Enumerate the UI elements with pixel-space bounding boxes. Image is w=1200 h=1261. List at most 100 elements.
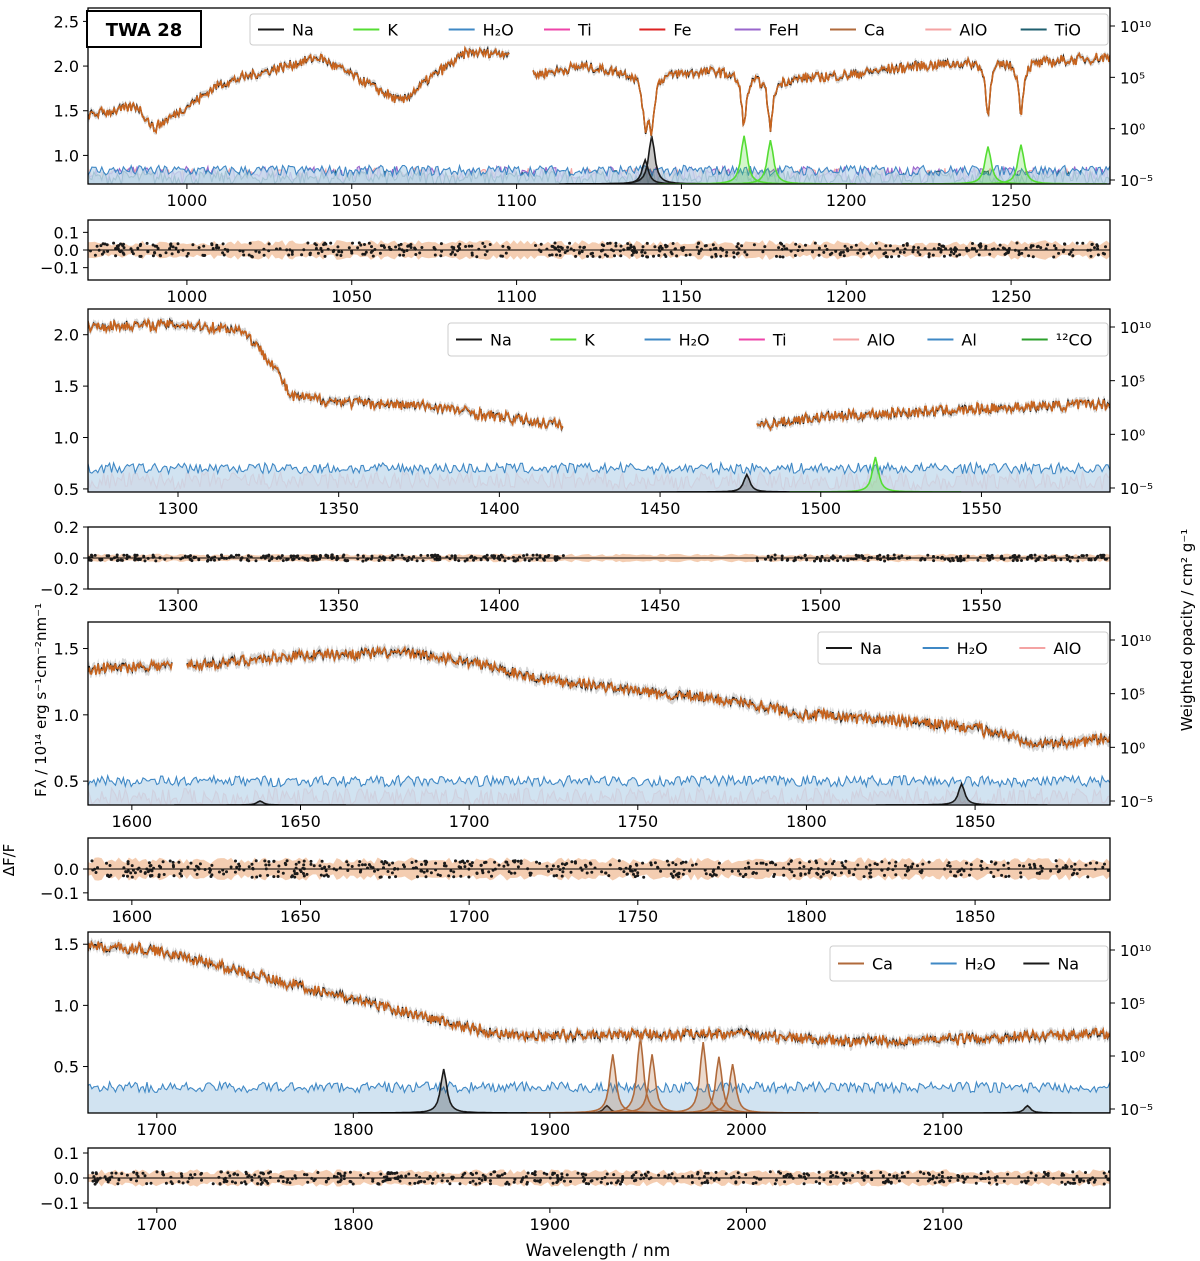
residual-point [1078,868,1082,871]
residual-point [154,559,158,563]
residual-point [797,555,800,559]
residual-panel-1: 1000 1050 1100 1150 1200 1250−0.10.00.1 [40,219,1111,306]
residual-point [789,1174,793,1178]
residual-point [237,867,241,871]
residual-point [386,1178,390,1182]
legend-label-AlO: AlO [867,331,895,350]
residual-point [802,1182,806,1186]
residual-point [135,1179,138,1183]
residual-point [975,249,979,253]
residual-point [832,859,836,863]
residual-point [519,859,523,863]
residual-point [691,863,694,867]
residual-point [450,554,454,558]
residual-point [145,241,149,245]
residual-point [276,870,280,874]
residual-point [222,556,226,560]
residual-point [1044,1172,1048,1176]
residual-point [359,1173,363,1177]
residual-point [796,249,800,252]
residual-point [836,1175,840,1179]
residual-point [289,554,293,558]
residual-point [361,863,364,867]
residual-point [281,559,285,563]
residual-point [950,556,954,560]
residual-point [504,251,508,255]
residual-point [1103,862,1106,866]
residual-point [1073,862,1077,866]
residual-point [197,867,201,871]
residual-point [729,1176,733,1180]
residual-point [918,253,922,257]
residual-point [673,247,677,251]
residual-point [193,1173,197,1176]
residual-point [91,1179,95,1183]
opacity-peak-Na [521,1104,693,1113]
residual-point [883,1181,887,1185]
residual-point [756,559,759,563]
residual-point [931,253,935,257]
residual-point [135,1172,139,1176]
residual-point [122,252,126,256]
residual-point [538,861,542,865]
residual-point [757,1177,761,1181]
residual-point [323,254,327,258]
residual-point [848,1178,852,1182]
residual-point [1100,556,1104,560]
legend-label-Na: Na [860,639,882,658]
residual-point [933,1181,937,1185]
residual-point [874,241,878,245]
residual-point [342,1177,346,1181]
residual-point [866,1175,870,1178]
residual-point [1042,1170,1046,1174]
residual-point [717,1178,721,1182]
x-tick-label: 1650 [280,812,321,831]
residual-point [116,1182,120,1186]
residual-point [581,1172,585,1176]
residual-point [653,861,657,865]
residual-point [479,863,483,867]
residual-point [798,861,802,865]
residual-point [474,1182,478,1186]
residual-point [439,242,443,246]
residual-point [1070,865,1073,868]
residual-point [996,247,1000,251]
residual-point [1002,557,1006,561]
residual-point [659,869,663,873]
opacity-fill-H2O [88,165,1110,184]
residual-point [793,556,797,560]
residual-point [821,872,825,876]
residual-point [254,859,258,863]
residual-point [298,868,302,872]
residual-point [1028,866,1032,870]
legend-label-Ti: Ti [772,331,787,350]
residual-point [732,255,736,259]
residual-point [267,249,271,253]
residual-point [210,556,214,560]
residual-point [221,251,225,255]
residual-point [883,873,886,877]
residual-point [222,253,226,257]
residual-point [272,875,276,879]
residual-point [396,553,400,557]
residual-point [773,872,776,876]
residual-point [334,868,338,872]
residual-point [226,1171,230,1175]
x-tick-label: 1350 [318,596,359,615]
residual-point [545,247,549,251]
residual-point [894,860,898,864]
residual-point [431,1178,435,1181]
residual-point [923,558,927,562]
residual-point [878,553,882,557]
residual-point [320,867,324,871]
y-tick-label: −0.2 [40,580,79,599]
opacity-line-H2O [88,1080,1110,1095]
residual-point [513,1177,517,1181]
residual-point [106,873,110,877]
residual-point [163,557,167,561]
residual-point [171,860,175,864]
residual-point [127,555,131,559]
residual-point [442,864,446,868]
residual-point [1020,251,1024,255]
residual-point [932,555,935,558]
